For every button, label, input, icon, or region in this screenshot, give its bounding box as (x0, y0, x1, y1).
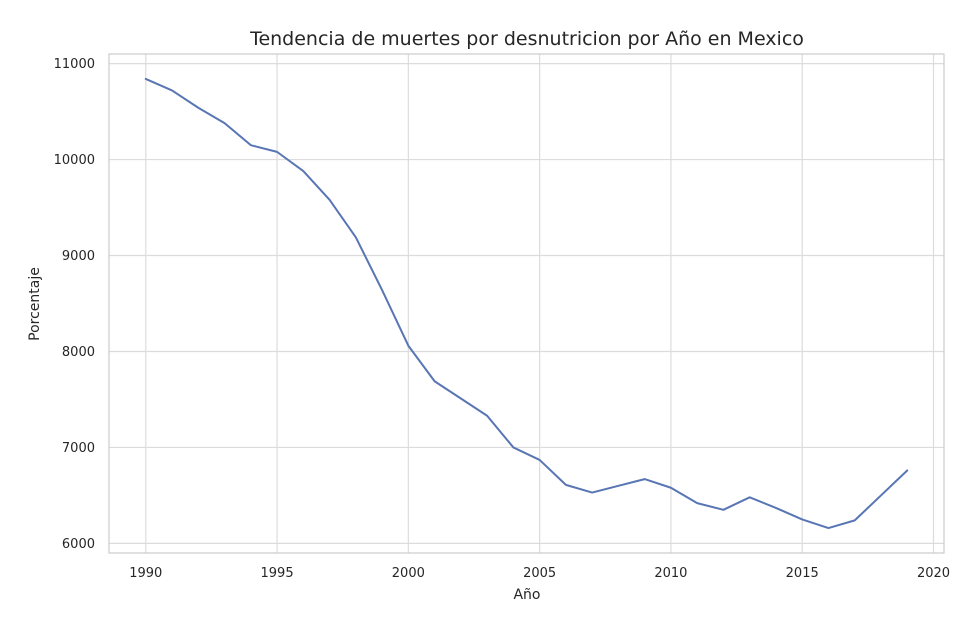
plot-frame (108, 53, 945, 554)
x-tick-label: 1990 (129, 566, 162, 581)
x-axis-label: Año (513, 587, 540, 603)
x-tick-label: 1995 (261, 566, 294, 581)
x-tick-label: 2000 (392, 566, 425, 581)
x-tick-label: 2015 (786, 566, 819, 581)
y-tick-label: 6000 (62, 537, 95, 552)
x-tick-label: 2020 (917, 566, 950, 581)
y-axis-label: Porcentaje (27, 267, 43, 341)
x-tick-label: 2005 (523, 566, 556, 581)
series-line (144, 77, 909, 530)
y-tick-label: 9000 (62, 249, 95, 264)
series-layer (144, 77, 909, 530)
y-tick-label: 11000 (54, 57, 95, 72)
y-tick-label: 8000 (62, 345, 95, 360)
chart-title: Tendencia de muertes por desnutricion po… (249, 28, 804, 50)
x-tick-label: 2010 (654, 566, 687, 581)
y-tick-label: 7000 (62, 441, 95, 456)
tick-labels: 1990 1995 2000 2005 2010 2015 2020 6000 7000 8000… (54, 57, 950, 581)
y-tick-label: 10000 (54, 153, 95, 168)
grid (109, 54, 944, 553)
